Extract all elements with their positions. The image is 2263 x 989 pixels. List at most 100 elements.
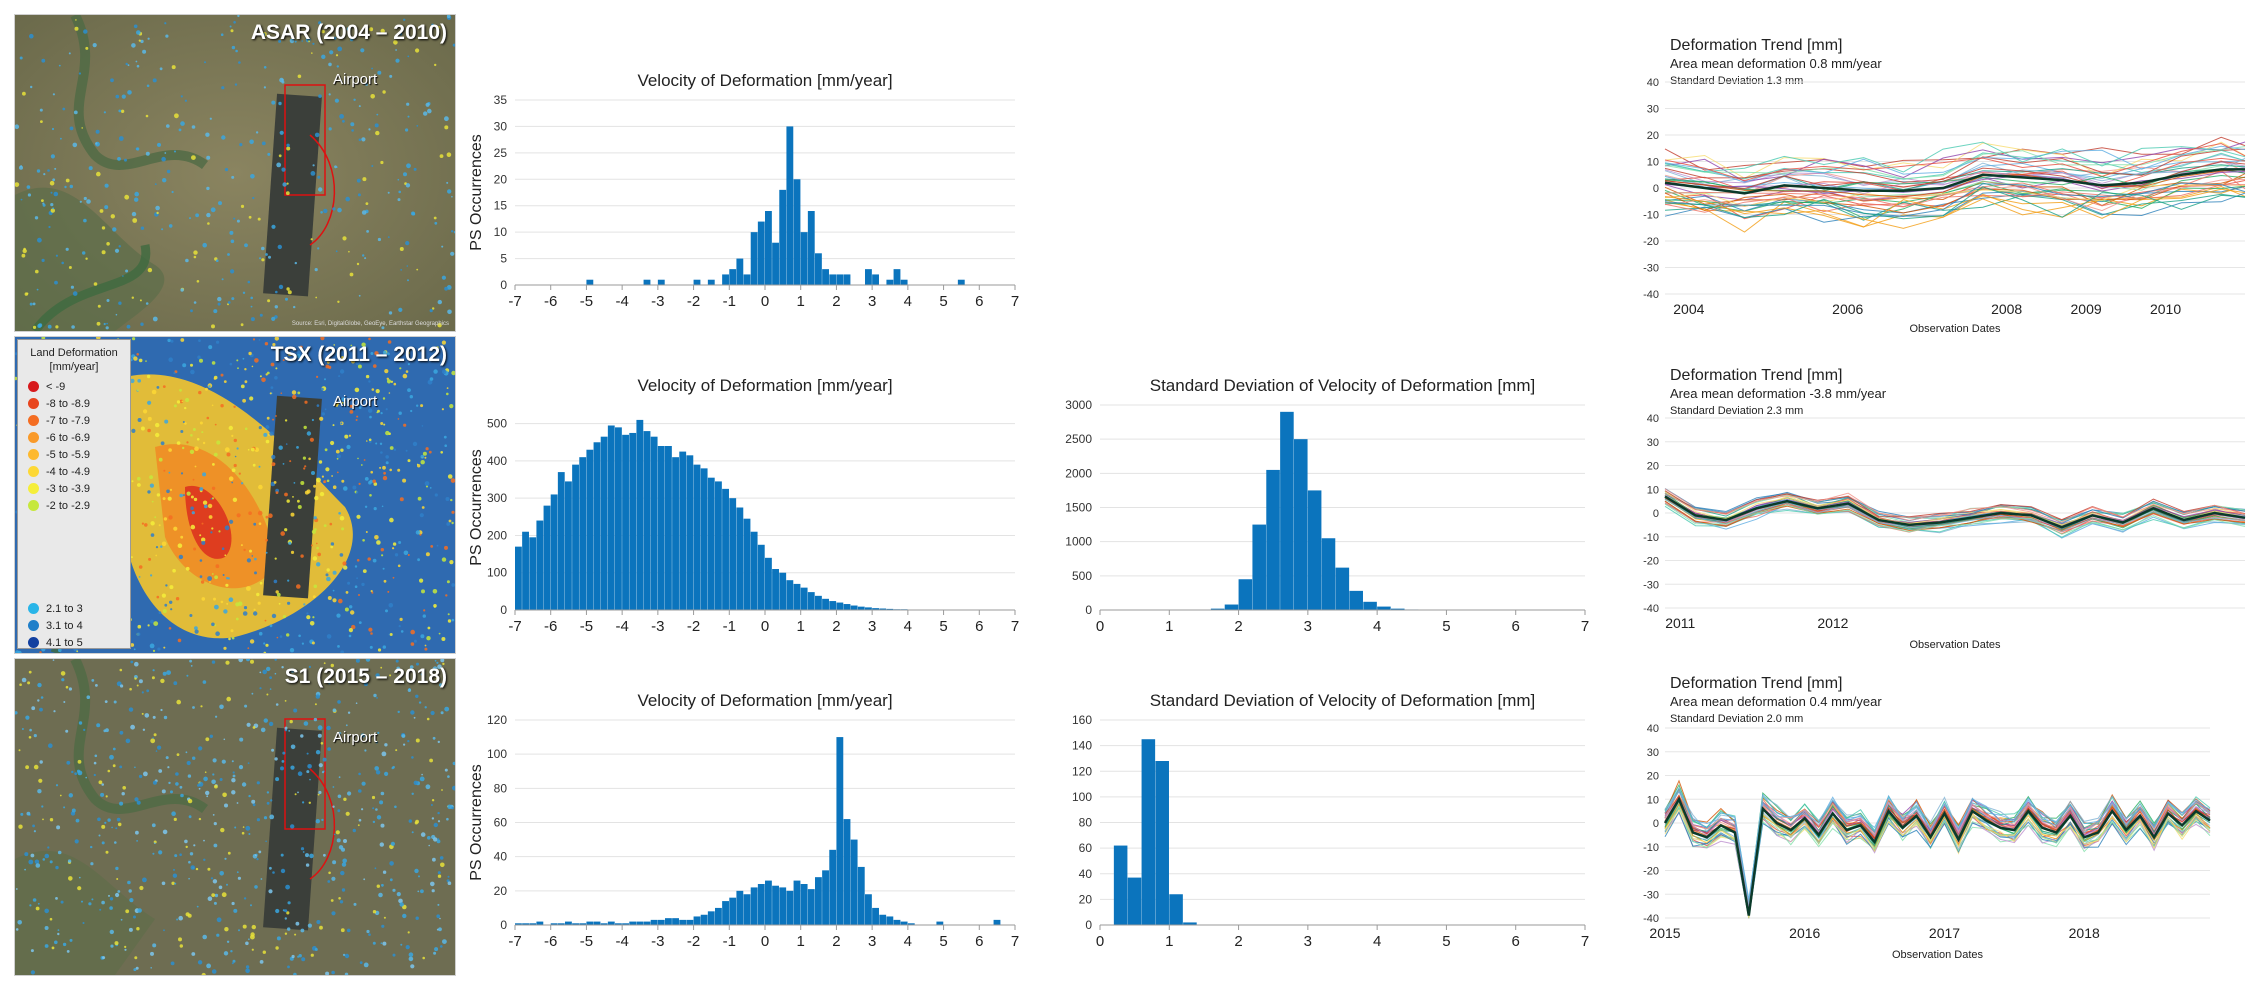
ps-point <box>310 238 313 241</box>
ps-point <box>437 323 442 328</box>
ps-point <box>161 228 164 231</box>
ps-point <box>154 842 156 844</box>
ps-point <box>231 790 236 795</box>
ps-point <box>274 315 278 319</box>
ps-point <box>211 622 215 627</box>
ps-point <box>418 701 422 704</box>
histogram-bar <box>579 457 587 610</box>
ps-point <box>376 884 380 888</box>
ps-point <box>82 251 86 255</box>
ps-point <box>317 733 322 738</box>
ps-point <box>219 871 224 876</box>
histogram-bar <box>850 839 858 925</box>
ps-point <box>338 897 341 900</box>
ps-point <box>187 913 192 918</box>
legend-item: -4 to -4.9 <box>18 463 130 480</box>
ps-point <box>101 900 105 905</box>
ps-point <box>451 521 454 525</box>
ps-point <box>152 78 157 83</box>
ps-point <box>161 593 166 598</box>
ps-point <box>380 412 383 415</box>
ps-point <box>233 438 237 443</box>
ps-point <box>158 769 163 773</box>
ps-point <box>425 784 431 790</box>
ps-point <box>339 515 345 521</box>
ps-point <box>342 561 347 566</box>
ps-point <box>308 665 311 668</box>
ps-point <box>369 415 372 419</box>
ps-point <box>368 627 373 632</box>
x-tick-label: 2 <box>1234 618 1242 635</box>
ps-point <box>252 196 255 200</box>
y-tick-label: 20 <box>1647 130 1659 142</box>
ps-point <box>18 749 21 752</box>
ps-point <box>268 255 271 259</box>
ps-point <box>332 598 337 603</box>
ps-point <box>334 98 339 103</box>
ps-point <box>321 818 324 822</box>
ps-point <box>180 121 185 126</box>
histogram-bar <box>886 608 894 610</box>
ps-point <box>185 751 188 754</box>
ps-point <box>130 660 134 664</box>
ps-point <box>98 780 103 785</box>
ps-point <box>250 174 255 179</box>
ps-point <box>312 595 316 599</box>
ps-point <box>206 155 211 160</box>
legend-label: -4 to -4.9 <box>46 465 91 478</box>
ps-point <box>101 841 105 845</box>
ps-point <box>231 962 234 965</box>
ps-point <box>366 230 369 233</box>
ps-point <box>344 953 350 959</box>
ps-point <box>377 70 382 75</box>
ps-point <box>165 34 169 38</box>
y-tick-label: 100 <box>487 566 507 580</box>
histogram-bar <box>772 242 779 285</box>
ps-point <box>149 483 154 488</box>
ps-point <box>332 485 337 489</box>
ps-point <box>110 214 116 219</box>
ps-point <box>275 491 279 494</box>
ps-point <box>360 48 365 53</box>
ps-point <box>246 558 251 563</box>
ps-point <box>320 211 323 214</box>
ps-point <box>372 558 377 563</box>
ps-point <box>73 110 78 115</box>
ps-point <box>127 90 132 95</box>
ps-point <box>430 804 433 806</box>
ps-point <box>392 547 395 550</box>
histogram-bar <box>700 914 708 925</box>
ps-point <box>228 637 231 641</box>
ps-point <box>251 924 256 930</box>
ps-point <box>408 956 414 962</box>
series-line <box>1664 141 2246 173</box>
ps-point <box>382 941 387 946</box>
histogram-bar <box>672 918 679 925</box>
ps-point <box>358 138 362 142</box>
ps-point <box>331 475 333 477</box>
ps-point <box>282 463 285 465</box>
ps-point <box>32 302 36 306</box>
ps-point <box>410 409 413 413</box>
ps-point <box>342 236 347 241</box>
ps-point <box>77 759 82 764</box>
ps-point <box>251 447 255 452</box>
ps-point <box>388 392 391 394</box>
ps-point <box>210 207 216 213</box>
ps-point <box>260 727 266 733</box>
ps-point <box>444 116 449 122</box>
ps-point <box>311 471 315 475</box>
ps-point <box>125 909 130 914</box>
ps-point <box>376 540 381 545</box>
ps-point <box>118 136 124 141</box>
ps-point <box>438 632 441 635</box>
ps-point <box>215 715 218 718</box>
histogram-bar <box>736 258 744 285</box>
ps-point <box>452 43 455 47</box>
ps-point <box>169 488 173 491</box>
x-tick-label: -1 <box>723 293 736 310</box>
ps-point <box>452 761 455 766</box>
ps-point <box>269 392 272 395</box>
ps-point <box>312 556 318 561</box>
histogram-bar <box>572 923 579 925</box>
